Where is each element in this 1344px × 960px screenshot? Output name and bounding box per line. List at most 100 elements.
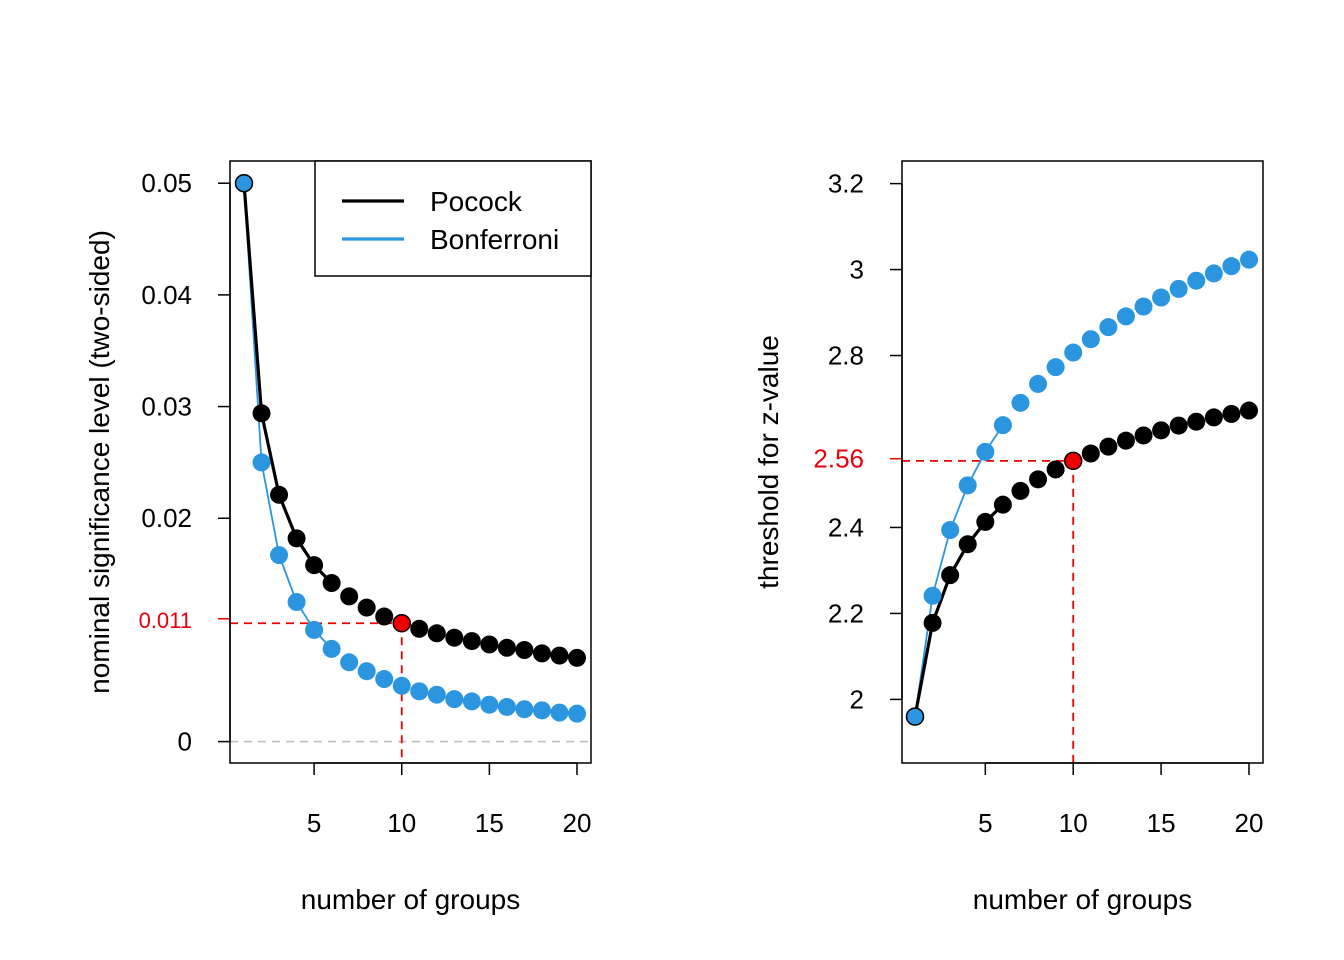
bonferroni-point	[1169, 279, 1188, 298]
pocock-point	[1222, 404, 1241, 423]
pocock-line-segment	[242, 183, 264, 414]
x-tick-label: 5	[307, 808, 321, 838]
bonferroni-point	[958, 476, 977, 495]
bonferroni-point	[515, 700, 534, 719]
legend-box	[314, 160, 592, 277]
series-points	[905, 250, 1258, 726]
pocock-point	[445, 628, 464, 647]
bonferroni-point	[993, 416, 1012, 435]
bonferroni-point	[1046, 358, 1065, 377]
pocock-point	[1046, 460, 1065, 479]
bonferroni-point	[1152, 288, 1171, 307]
y-tick-label: 3.2	[828, 169, 864, 199]
pocock-point	[1187, 412, 1206, 431]
bonferroni-point	[427, 685, 446, 704]
pocock-point	[993, 495, 1012, 514]
pocock-point	[287, 529, 306, 548]
bonferroni-point	[1064, 343, 1083, 362]
y-tick-label-highlight: 0.011	[139, 608, 192, 633]
pocock-point	[305, 556, 324, 575]
bonferroni-point	[532, 701, 551, 720]
bonferroni-point	[287, 593, 306, 611]
y-tick-label: 0	[178, 727, 192, 757]
y-tick-label: 2	[850, 684, 864, 714]
pocock-point	[497, 638, 516, 657]
bonferroni-point	[1187, 271, 1206, 290]
bonferroni-point	[1099, 318, 1118, 337]
y-tick-label: 0.02	[141, 503, 192, 533]
legend-label-pocock: Pocock	[430, 186, 523, 217]
y-axis: 0 0.011 0.02 0.03 0.04 0.05	[139, 168, 231, 757]
pocock-point	[462, 632, 481, 651]
series-points	[234, 173, 586, 723]
x-axis-title: number of groups	[301, 884, 520, 915]
pocock-point	[427, 624, 446, 643]
pocock-point	[322, 574, 341, 593]
x-axis: 5 10 15 20	[307, 762, 592, 838]
y-tick-label: 2.4	[828, 512, 864, 542]
bonferroni-point	[410, 682, 429, 701]
series-lines	[913, 424, 1005, 717]
pocock-point	[515, 641, 534, 660]
bonferroni-point	[976, 442, 995, 461]
panel-significance-level: 5 10 15 20 0 0.011 0.02 0.03 0.04 0.05 number of…	[84, 160, 592, 915]
bonferroni-point	[392, 676, 411, 695]
bonferroni-point	[550, 703, 569, 722]
pocock-point	[480, 635, 499, 654]
bonferroni-point	[375, 670, 394, 689]
start-point	[905, 707, 925, 726]
pocock-point	[941, 566, 960, 585]
pocock-line-segment	[913, 622, 935, 717]
bonferroni-point	[941, 521, 960, 540]
bonferroni-point	[462, 692, 481, 711]
y-tick-label-highlight: 2.56	[813, 444, 864, 474]
pocock-point	[410, 619, 429, 638]
pocock-point	[958, 535, 977, 554]
y-axis-title: nominal significance level (two-sided)	[84, 230, 115, 694]
bonferroni-point	[1029, 374, 1048, 393]
bonferroni-point	[1204, 264, 1223, 283]
pocock-point	[1081, 444, 1100, 463]
plot-box	[901, 160, 1264, 764]
y-axis-title: threshold for z-value	[753, 335, 784, 589]
start-point	[234, 173, 254, 193]
pocock-point	[375, 607, 394, 626]
y-tick-label: 0.03	[141, 392, 192, 422]
bonferroni-point	[923, 586, 942, 605]
x-axis: 5 10 15 20	[978, 762, 1264, 838]
pocock-point	[532, 644, 551, 663]
pocock-point	[1029, 470, 1048, 489]
bonferroni-point	[1116, 307, 1135, 326]
bonferroni-point	[340, 653, 359, 672]
x-tick-label: 20	[563, 808, 592, 838]
y-axis: 2 2.2 2.4 2.56 2.8 3 3.2	[813, 169, 903, 714]
y-tick-label: 0.04	[141, 280, 192, 310]
bonferroni-point	[322, 639, 341, 658]
pocock-point	[252, 404, 271, 423]
bonferroni-point	[357, 662, 376, 681]
y-tick-label: 0.05	[141, 168, 192, 198]
pocock-point	[1134, 426, 1153, 445]
bonferroni-point	[480, 695, 499, 714]
bonferroni-point	[1011, 393, 1030, 412]
pocock-point	[357, 598, 376, 617]
pocock-point	[550, 646, 569, 665]
bonferroni-point	[305, 620, 324, 639]
x-axis-title: number of groups	[973, 884, 1192, 915]
pocock-point	[1099, 437, 1118, 456]
highlight-point	[392, 613, 411, 633]
panel-z-threshold: 5 10 15 20 2 2.2 2.4 2.56 2.8 3 3.2 number of gro…	[753, 160, 1264, 915]
bonferroni-point	[1240, 250, 1258, 269]
legend: Pocock Bonferroni	[314, 160, 592, 277]
pocock-point	[340, 587, 359, 606]
bonferroni-point	[270, 546, 289, 565]
bonferroni-line-segment	[260, 462, 280, 556]
x-tick-label: 5	[978, 808, 992, 838]
y-tick-label: 3	[850, 255, 864, 285]
x-tick-label: 20	[1235, 808, 1264, 838]
pocock-point	[1152, 421, 1171, 440]
x-tick-label: 15	[1147, 808, 1176, 838]
bonferroni-point	[497, 697, 516, 716]
x-tick-label: 15	[475, 808, 504, 838]
